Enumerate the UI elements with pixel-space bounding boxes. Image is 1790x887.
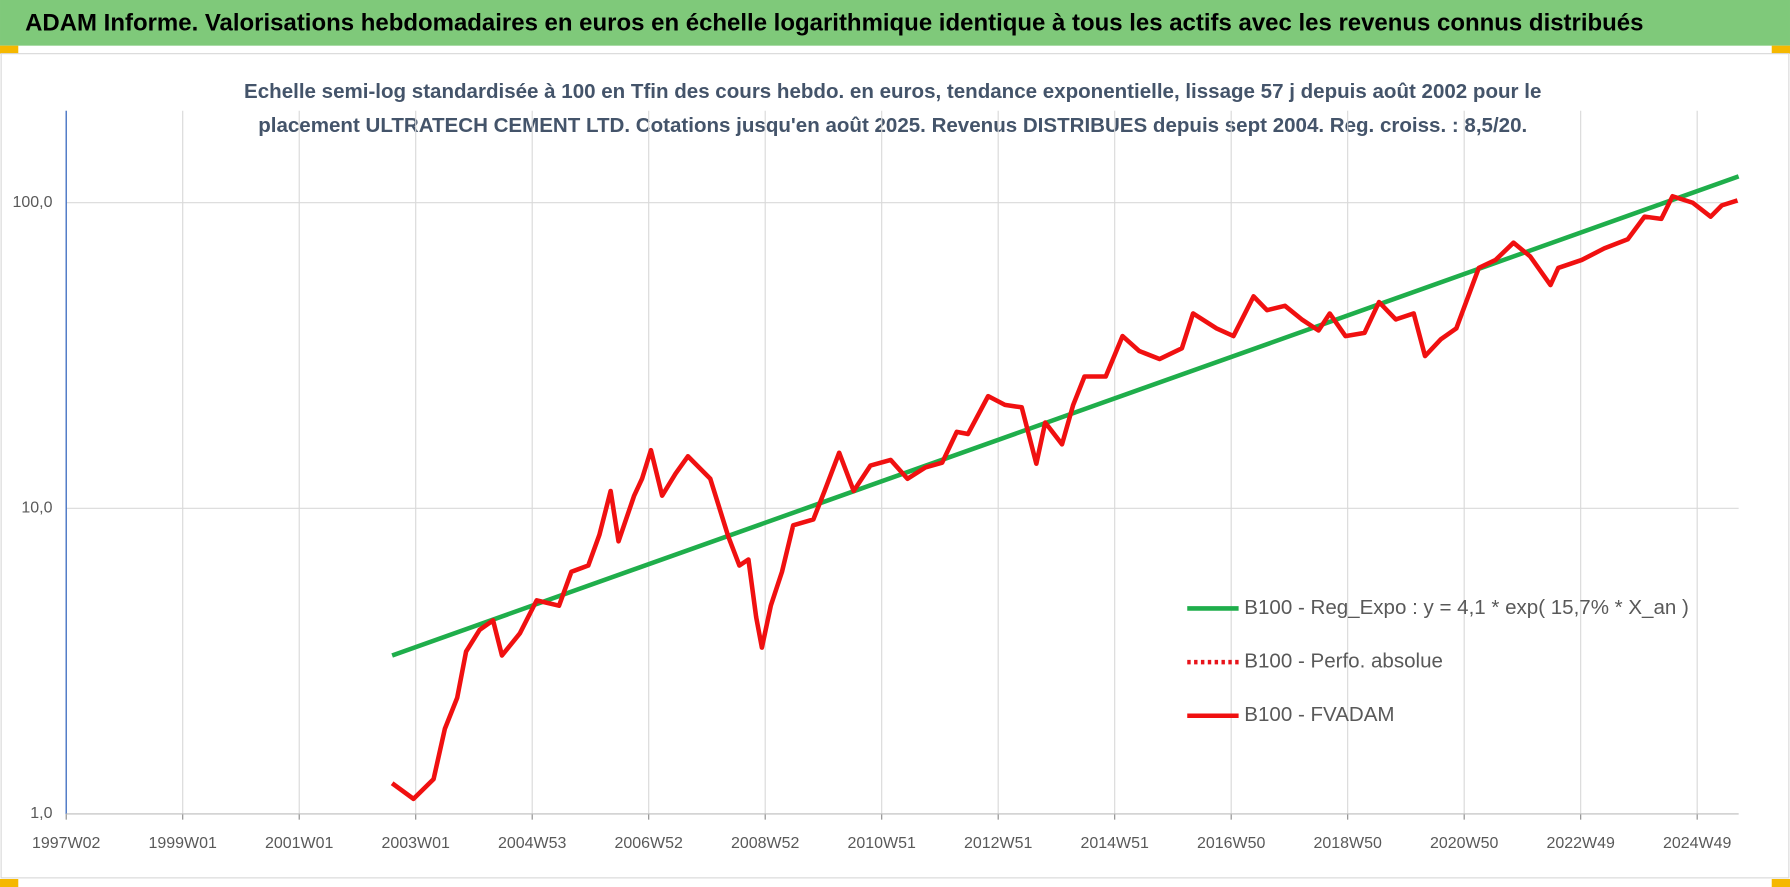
chart-frame bbox=[0, 53, 1790, 879]
x-tick-label: 2018W50 bbox=[1314, 835, 1382, 852]
series-line bbox=[391, 174, 1740, 658]
x-tick-label: 2004W53 bbox=[498, 835, 566, 852]
legend-label: B100 - FVADAM bbox=[1244, 703, 1394, 726]
y-tick-label: 1,0 bbox=[30, 805, 52, 822]
x-tick-label: 2022W49 bbox=[1546, 835, 1614, 852]
x-tick-label: 2001W01 bbox=[265, 835, 333, 852]
x-tick-label: 2012W51 bbox=[964, 835, 1032, 852]
x-tick-label: 2006W52 bbox=[615, 835, 683, 852]
chart-subtitle: Echelle semi-log standardisée à 100 en T… bbox=[244, 80, 1541, 103]
legend-label: B100 - Reg_Expo : y = 4,1 * exp( 15,7% *… bbox=[1244, 596, 1689, 619]
corner-mark bbox=[1771, 879, 1790, 887]
x-tick-label: 2008W52 bbox=[731, 835, 799, 852]
x-tick-label: 1997W02 bbox=[32, 835, 100, 852]
x-tick-label: 1999W01 bbox=[149, 835, 217, 852]
y-tick-label: 100,0 bbox=[13, 194, 53, 211]
x-tick-label: 2014W51 bbox=[1081, 835, 1149, 852]
legend-label: B100 - Perfo. absolue bbox=[1244, 650, 1443, 673]
chart-title: ADAM Informe. Valorisations hebdomadaire… bbox=[25, 9, 1643, 36]
x-tick-label: 2016W50 bbox=[1197, 835, 1265, 852]
header-bar bbox=[0, 0, 1790, 46]
x-tick-label: 2024W49 bbox=[1663, 835, 1731, 852]
x-tick-label: 2003W01 bbox=[382, 835, 450, 852]
corner-mark bbox=[0, 45, 19, 54]
x-tick-label: 2020W50 bbox=[1430, 835, 1498, 852]
series-line bbox=[390, 193, 1739, 802]
y-tick-label: 10,0 bbox=[21, 500, 52, 517]
x-tick-label: 2010W51 bbox=[848, 835, 916, 852]
chart-subtitle: placement ULTRATECH CEMENT LTD. Cotation… bbox=[258, 114, 1527, 137]
corner-mark bbox=[0, 879, 19, 887]
corner-mark bbox=[1771, 45, 1790, 54]
